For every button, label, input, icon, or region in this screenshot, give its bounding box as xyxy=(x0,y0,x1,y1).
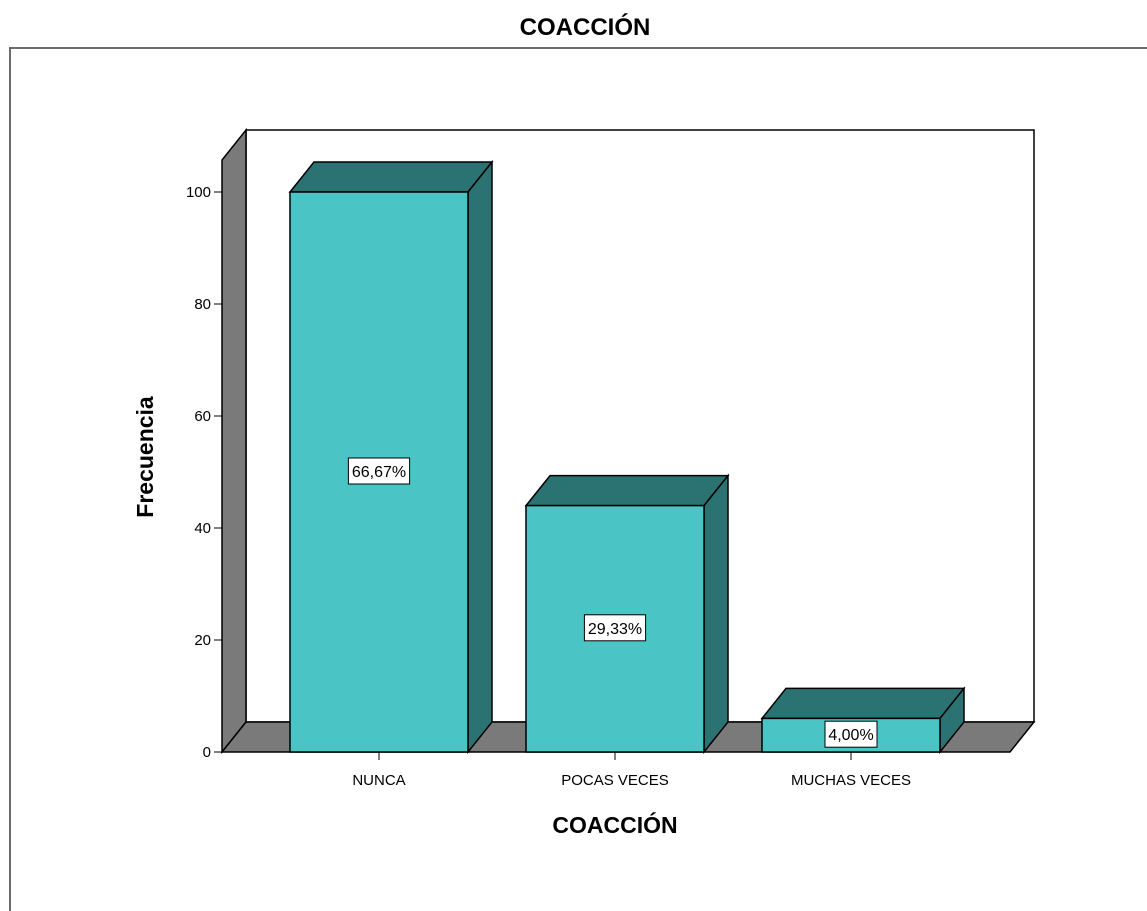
chart-title: COACCIÓN xyxy=(519,14,651,41)
data-label-box xyxy=(347,457,411,485)
data-label-box xyxy=(824,720,878,748)
bars: 66,67% 29,33% 4,00% xyxy=(288,159,966,755)
data-label-box xyxy=(583,614,647,642)
bar-side xyxy=(467,159,493,755)
x-axis-title: COACCIÓN xyxy=(552,811,677,838)
y-tick-label: 60 xyxy=(194,408,211,425)
y-tick-label: 20 xyxy=(194,632,211,649)
y-tick-label: 80 xyxy=(194,296,211,313)
y-tick-label: 100 xyxy=(186,184,211,201)
x-tick-label: NUNCA xyxy=(352,772,405,789)
left-wall xyxy=(221,127,247,755)
data-label: 4,00% xyxy=(828,727,873,744)
y-axis-title: Frecuencia xyxy=(132,396,158,518)
x-tick-label: MUCHAS VECES xyxy=(791,772,911,789)
y-tick-label: 0 xyxy=(203,744,211,761)
x-tick-label: POCAS VECES xyxy=(561,772,669,789)
bar-side xyxy=(703,473,729,755)
bar-top xyxy=(288,161,494,193)
bar-top xyxy=(524,474,730,507)
y-tick-label: 40 xyxy=(194,520,211,537)
y-axis: 0 20 40 60 80 100 xyxy=(186,160,223,761)
data-label: 66,67% xyxy=(352,464,406,481)
bar-top xyxy=(760,687,966,720)
x-axis: NUNCA POCAS VECES MUCHAS VECES xyxy=(352,752,911,789)
data-label: 29,33% xyxy=(588,621,642,638)
